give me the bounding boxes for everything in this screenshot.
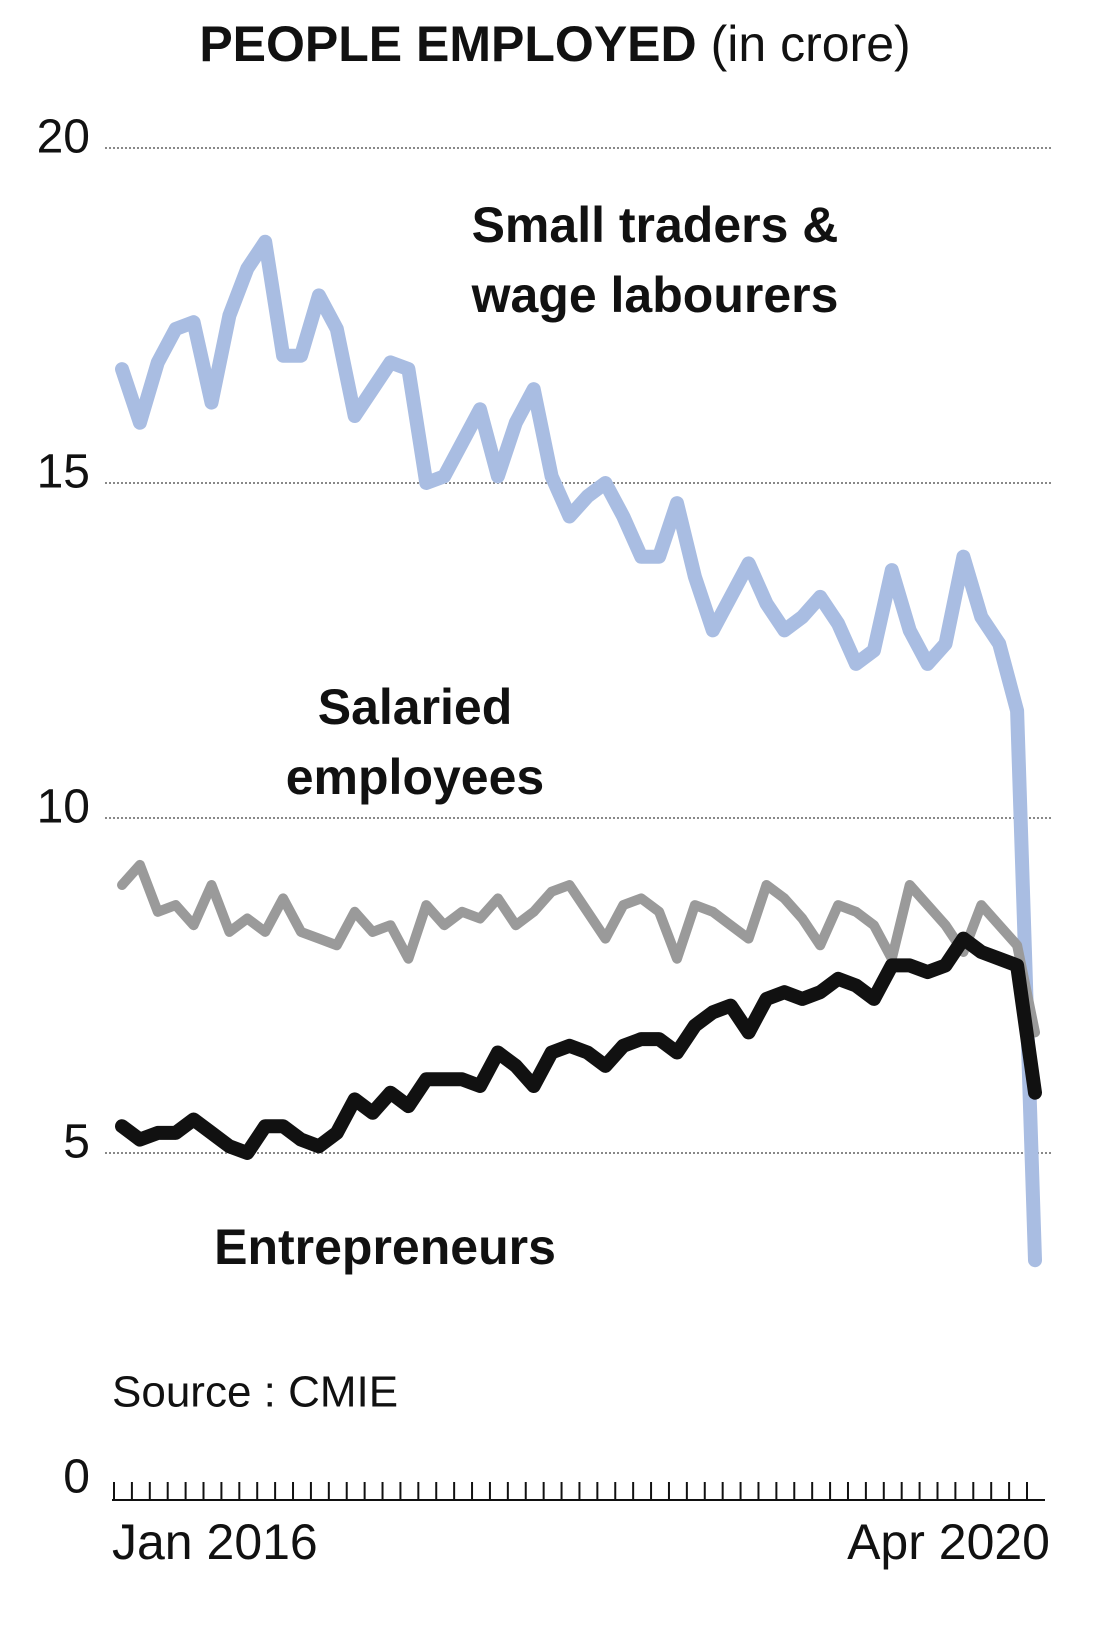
y-tick-label: 10 — [37, 781, 90, 834]
series-label: Entrepreneurs — [214, 1219, 556, 1275]
chart-title-group: PEOPLE EMPLOYED (in crore) — [199, 16, 910, 72]
series-label: Small traders & wage labourers — [471, 197, 839, 323]
chart-title: PEOPLE EMPLOYED — [199, 16, 696, 72]
chart-subtitle: (in crore) — [711, 16, 911, 72]
series-line — [117, 859, 1040, 1038]
series-line — [115, 931, 1042, 1160]
series-label: Salaried employees — [285, 679, 545, 805]
series-line — [115, 234, 1042, 1268]
y-tick-label: 5 — [63, 1116, 90, 1169]
y-tick-label: 0 — [63, 1451, 90, 1504]
x-tick-label: Apr 2020 — [847, 1514, 1050, 1570]
y-tick-label: 15 — [37, 446, 90, 499]
source-note: Source : CMIE — [112, 1368, 398, 1417]
x-tick-label: Jan 2016 — [112, 1514, 318, 1570]
y-tick-label: 20 — [37, 111, 90, 164]
